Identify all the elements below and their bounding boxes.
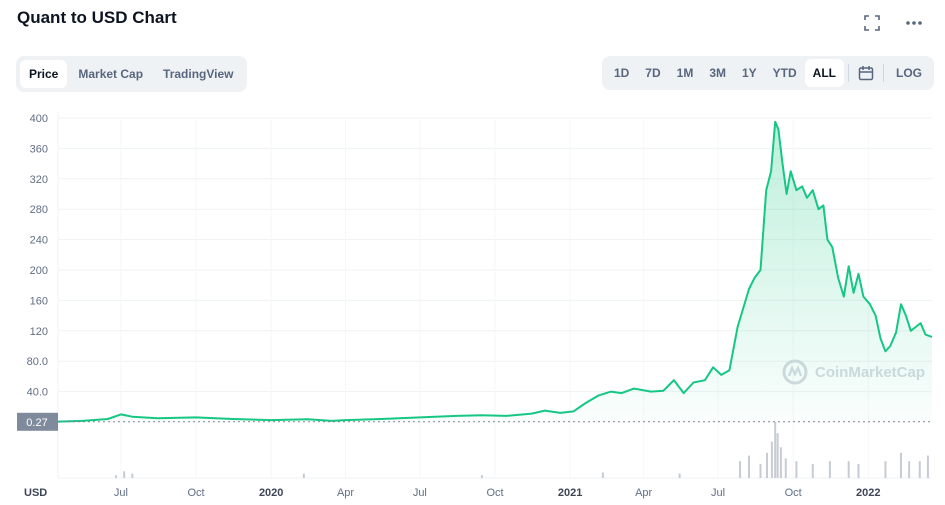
price-line — [57, 120, 933, 423]
start-marker: 0.27 — [17, 412, 932, 431]
x-axis: USD Jul Oct 2020 Apr Jul Oct 2021 Apr Jul Oct 2022 — [24, 487, 881, 499]
volume-bar — [601, 472, 604, 478]
y-tick-label: 200 — [30, 265, 48, 277]
fullscreen-icon[interactable] — [861, 12, 883, 34]
range-1y[interactable]: 1Y — [741, 66, 757, 80]
x-tick-label: Oct — [486, 487, 503, 499]
x-tick-label: Jul — [413, 487, 427, 499]
volume-bar — [759, 464, 762, 478]
x-tick-label: Oct — [785, 487, 802, 499]
more-icon[interactable] — [903, 12, 925, 34]
x-tick-label: Jul — [114, 487, 128, 499]
page-title: Quant to USD Chart — [17, 8, 177, 27]
volume-bar — [123, 471, 126, 478]
divider — [883, 64, 884, 82]
volume-bar — [857, 464, 860, 478]
y-tick-label: 360 — [30, 143, 48, 155]
y-tick-label: 160 — [30, 295, 48, 307]
volume-bar — [795, 461, 798, 478]
volume-bars — [114, 422, 929, 478]
volume-bar — [908, 461, 911, 478]
volume-bar — [302, 473, 305, 478]
volume-bar — [739, 461, 742, 478]
log-toggle[interactable]: LOG — [896, 66, 922, 80]
y-tick-label: 120 — [30, 326, 48, 338]
volume-bar — [926, 455, 929, 478]
currency-label: USD — [24, 487, 47, 499]
divider — [848, 64, 849, 82]
volume-bar — [131, 473, 134, 478]
range-ytd[interactable]: YTD — [772, 66, 797, 80]
volume-bar — [748, 455, 751, 478]
volume-bar — [774, 422, 777, 478]
tab-tradingview[interactable]: TradingView — [163, 67, 234, 81]
volume-bar — [114, 475, 117, 478]
y-tick-label: 400 — [30, 113, 48, 125]
tab-market-cap[interactable]: Market Cap — [78, 67, 144, 81]
volume-bar — [811, 464, 814, 478]
time-range-selector: 1D 7D 1M 3M 1Y YTD ALL LOG — [601, 56, 934, 90]
y-axis: 40.0 80.0 120 160 200 240 280 320 360 400 — [27, 113, 48, 399]
y-tick-label: 80.0 — [27, 356, 48, 368]
y-tick-label: 320 — [30, 174, 48, 186]
volume-bar — [776, 433, 779, 478]
volume-bar — [847, 461, 850, 478]
range-1d[interactable]: 1D — [613, 66, 630, 80]
volume-bar — [918, 461, 921, 478]
volume-bar — [779, 447, 782, 478]
volume-bar — [766, 452, 769, 478]
volume-bar — [899, 452, 902, 478]
start-price-badge — [17, 412, 58, 431]
y-tick-label: 280 — [30, 204, 48, 216]
x-tick-label: 2020 — [259, 487, 283, 499]
volume-bar — [784, 458, 787, 478]
price-area — [58, 121, 932, 423]
y-tick-label: 40.0 — [27, 387, 48, 399]
volume-bar — [480, 475, 483, 478]
range-1m[interactable]: 1M — [676, 66, 694, 80]
y-tick-label: 240 — [30, 235, 48, 247]
range-all[interactable]: ALL — [804, 59, 844, 87]
tab-price[interactable]: Price — [20, 60, 68, 88]
x-tick-label: Oct — [187, 487, 204, 499]
calendar-icon[interactable] — [853, 59, 879, 87]
x-tick-label: 2021 — [558, 487, 582, 499]
volume-bar — [828, 461, 831, 478]
price-series — [57, 120, 933, 423]
chart-type-tabs: Price Market Cap TradingView — [16, 56, 247, 92]
start-price-label: 0.27 — [26, 417, 47, 429]
volume-bar — [770, 441, 773, 478]
range-3m[interactable]: 3M — [709, 66, 726, 80]
header-actions — [861, 12, 925, 34]
volume-bar — [884, 461, 887, 478]
x-tick-label: Apr — [635, 487, 652, 499]
x-tick-label: Apr — [337, 487, 354, 499]
volume-bar — [678, 473, 681, 478]
range-7d[interactable]: 7D — [645, 66, 661, 80]
x-tick-label: Jul — [711, 487, 725, 499]
x-tick-label: 2022 — [856, 487, 880, 499]
